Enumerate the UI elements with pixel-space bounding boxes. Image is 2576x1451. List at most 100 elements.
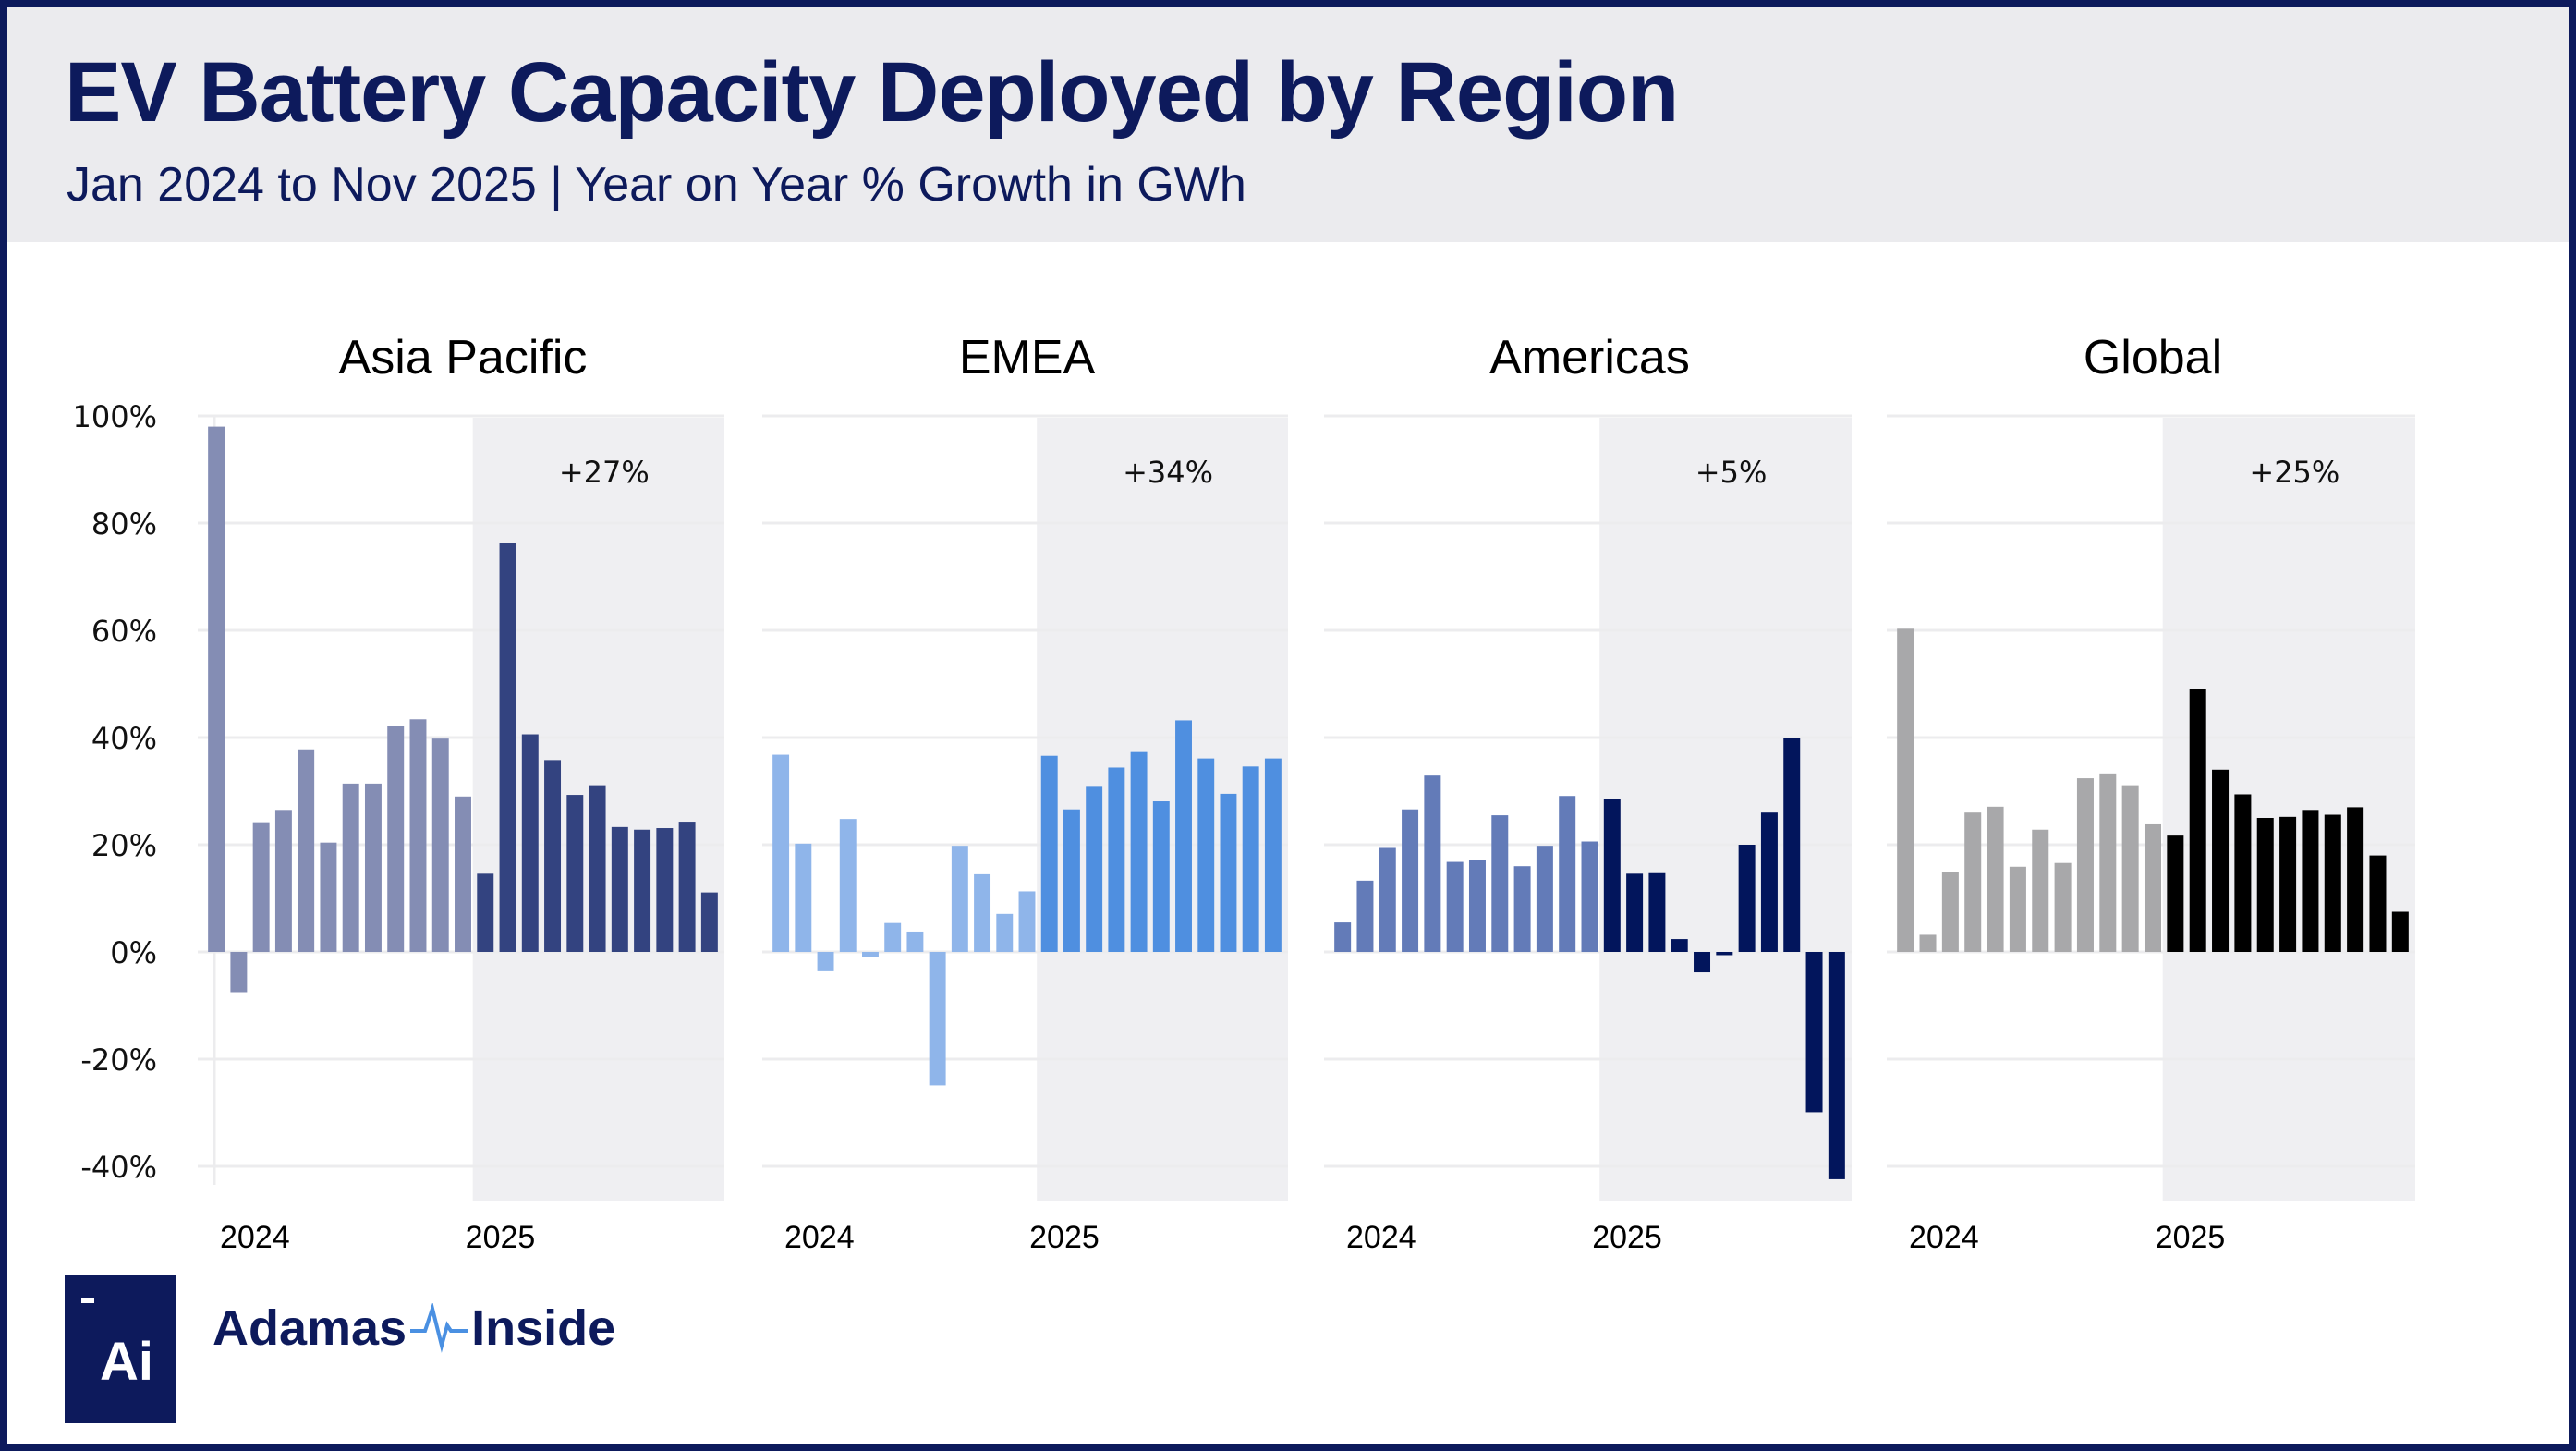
bar-may-2025 xyxy=(1130,751,1148,952)
pulse-wave-icon xyxy=(410,1303,468,1353)
y-tick-label: -20% xyxy=(80,1043,157,1078)
x-tick-label-2025: 2025 xyxy=(2156,1220,2226,1255)
bar-aug-2024 xyxy=(929,952,946,1086)
bar-jan-2024 xyxy=(1334,922,1352,952)
bar-jul-2025 xyxy=(611,826,628,952)
bar-mar-2024 xyxy=(1941,872,1959,952)
page-title: EV Battery Capacity Deployed by Region xyxy=(65,45,1679,140)
bar-apr-2025 xyxy=(1108,767,1125,952)
bar-dec-2024 xyxy=(1581,841,1598,952)
bar-jul-2024 xyxy=(342,783,359,952)
bar-jun-2025 xyxy=(589,785,606,952)
bar-jun-2025 xyxy=(1152,801,1170,952)
bar-dec-2024 xyxy=(1018,891,1036,952)
bar-feb-2024 xyxy=(795,843,812,952)
bar-nov-2024 xyxy=(431,738,449,952)
bar-oct-2025 xyxy=(1242,766,1259,952)
bar-mar-2024 xyxy=(817,952,834,971)
bar-jan-2024 xyxy=(772,754,790,952)
bar-oct-2024 xyxy=(2099,773,2117,952)
bar-feb-2025 xyxy=(1626,873,1644,952)
bar-aug-2025 xyxy=(1197,758,1215,952)
y-tick-label: -40% xyxy=(80,1150,157,1185)
small-multiples-chart: 100% 80% 60% 40% 20% 0% -20% -40% Asia Pacific +2… xyxy=(73,331,2415,1255)
bar-mar-2024 xyxy=(1379,847,1396,952)
bar-nov-2025 xyxy=(700,892,718,952)
bar-aug-2025 xyxy=(2324,814,2341,952)
bar-may-2025 xyxy=(2256,818,2274,952)
bar-jan-2025 xyxy=(1603,799,1621,952)
bar-mar-2024 xyxy=(252,822,270,952)
chart-panel-asia-pacific: 100% 80% 60% 40% 20% 0% -20% -40% Asia Pacific +2… xyxy=(73,331,724,1255)
y-tick-label: 80% xyxy=(91,506,157,542)
bar-sep-2025 xyxy=(2347,807,2364,952)
bar-jun-2024 xyxy=(2009,866,2026,952)
bar-jun-2024 xyxy=(1446,861,1464,952)
bar-nov-2025 xyxy=(1264,758,1282,952)
bar-mar-2025 xyxy=(2212,769,2230,952)
bar-may-2025 xyxy=(1694,952,1711,973)
growth-annotation: +27% xyxy=(559,455,650,490)
bar-dec-2024 xyxy=(2144,823,2162,952)
bar-nov-2024 xyxy=(996,913,1014,952)
bar-mar-2025 xyxy=(1086,786,1103,952)
bar-aug-2025 xyxy=(1760,812,1778,952)
y-tick-label: 100% xyxy=(73,399,157,434)
bar-may-2024 xyxy=(298,749,315,952)
bar-oct-2025 xyxy=(2369,855,2387,952)
bar-apr-2024 xyxy=(1402,809,1419,952)
panel-title: EMEA xyxy=(959,331,1096,384)
bar-jun-2025 xyxy=(2279,816,2297,952)
adamas-logo-mark: Ai xyxy=(65,1275,176,1423)
bar-jul-2025 xyxy=(1738,845,1756,952)
bar-may-2024 xyxy=(862,952,879,957)
bar-apr-2024 xyxy=(1964,812,1982,952)
panel-title: Global xyxy=(2084,331,2222,384)
bar-jan-2024 xyxy=(1897,628,1914,952)
bar-jun-2024 xyxy=(884,922,902,952)
bar-oct-2025 xyxy=(678,822,696,952)
logo-dash-icon xyxy=(81,1298,94,1303)
bar-jul-2024 xyxy=(2032,829,2049,952)
x-tick-label-2024: 2024 xyxy=(784,1220,855,1255)
bar-sep-2025 xyxy=(1783,738,1801,952)
bar-aug-2024 xyxy=(2054,862,2072,952)
bar-jan-2025 xyxy=(1040,755,1058,952)
x-tick-label-2024: 2024 xyxy=(1346,1220,1416,1255)
x-tick-label-2024: 2024 xyxy=(220,1220,290,1255)
bar-nov-2024 xyxy=(2121,785,2139,952)
bar-dec-2024 xyxy=(455,796,471,952)
x-tick-label-2025: 2025 xyxy=(1029,1220,1100,1255)
bar-jan-2024 xyxy=(208,426,225,953)
panel-title: Asia Pacific xyxy=(339,331,588,384)
bar-oct-2024 xyxy=(409,719,427,952)
bar-may-2025 xyxy=(566,795,584,952)
bar-jun-2025 xyxy=(1716,952,1733,956)
bar-mar-2025 xyxy=(1648,872,1666,952)
x-tick-label-2025: 2025 xyxy=(466,1220,536,1255)
bar-apr-2025 xyxy=(1671,939,1688,952)
bar-apr-2025 xyxy=(544,760,562,952)
bar-mar-2025 xyxy=(521,734,539,952)
bar-jul-2024 xyxy=(1468,860,1486,952)
growth-annotation: +5% xyxy=(1695,455,1768,490)
bar-sep-2024 xyxy=(951,846,968,952)
x-tick-label-2024: 2024 xyxy=(1909,1220,1979,1255)
bar-oct-2025 xyxy=(1805,952,1823,1113)
brand-wordmark: Adamas Inside xyxy=(213,1299,615,1357)
bar-feb-2024 xyxy=(230,952,248,993)
bar-nov-2024 xyxy=(1559,796,1576,952)
bar-feb-2024 xyxy=(1356,880,1374,952)
y-tick-label: 40% xyxy=(91,721,157,756)
bar-feb-2024 xyxy=(1919,934,1937,952)
x-tick-label-2025: 2025 xyxy=(1592,1220,1662,1255)
bar-aug-2024 xyxy=(1491,815,1509,952)
header-band: EV Battery Capacity Deployed by Region J… xyxy=(7,7,2569,242)
bar-nov-2025 xyxy=(2391,911,2409,952)
bar-may-2024 xyxy=(1987,806,2004,952)
bar-sep-2024 xyxy=(387,726,405,952)
bar-sep-2025 xyxy=(656,828,674,952)
panel-title: Americas xyxy=(1489,331,1690,384)
bar-oct-2024 xyxy=(974,873,991,952)
chart-panel-global: Global +25% 2024 2025 xyxy=(1887,331,2415,1255)
